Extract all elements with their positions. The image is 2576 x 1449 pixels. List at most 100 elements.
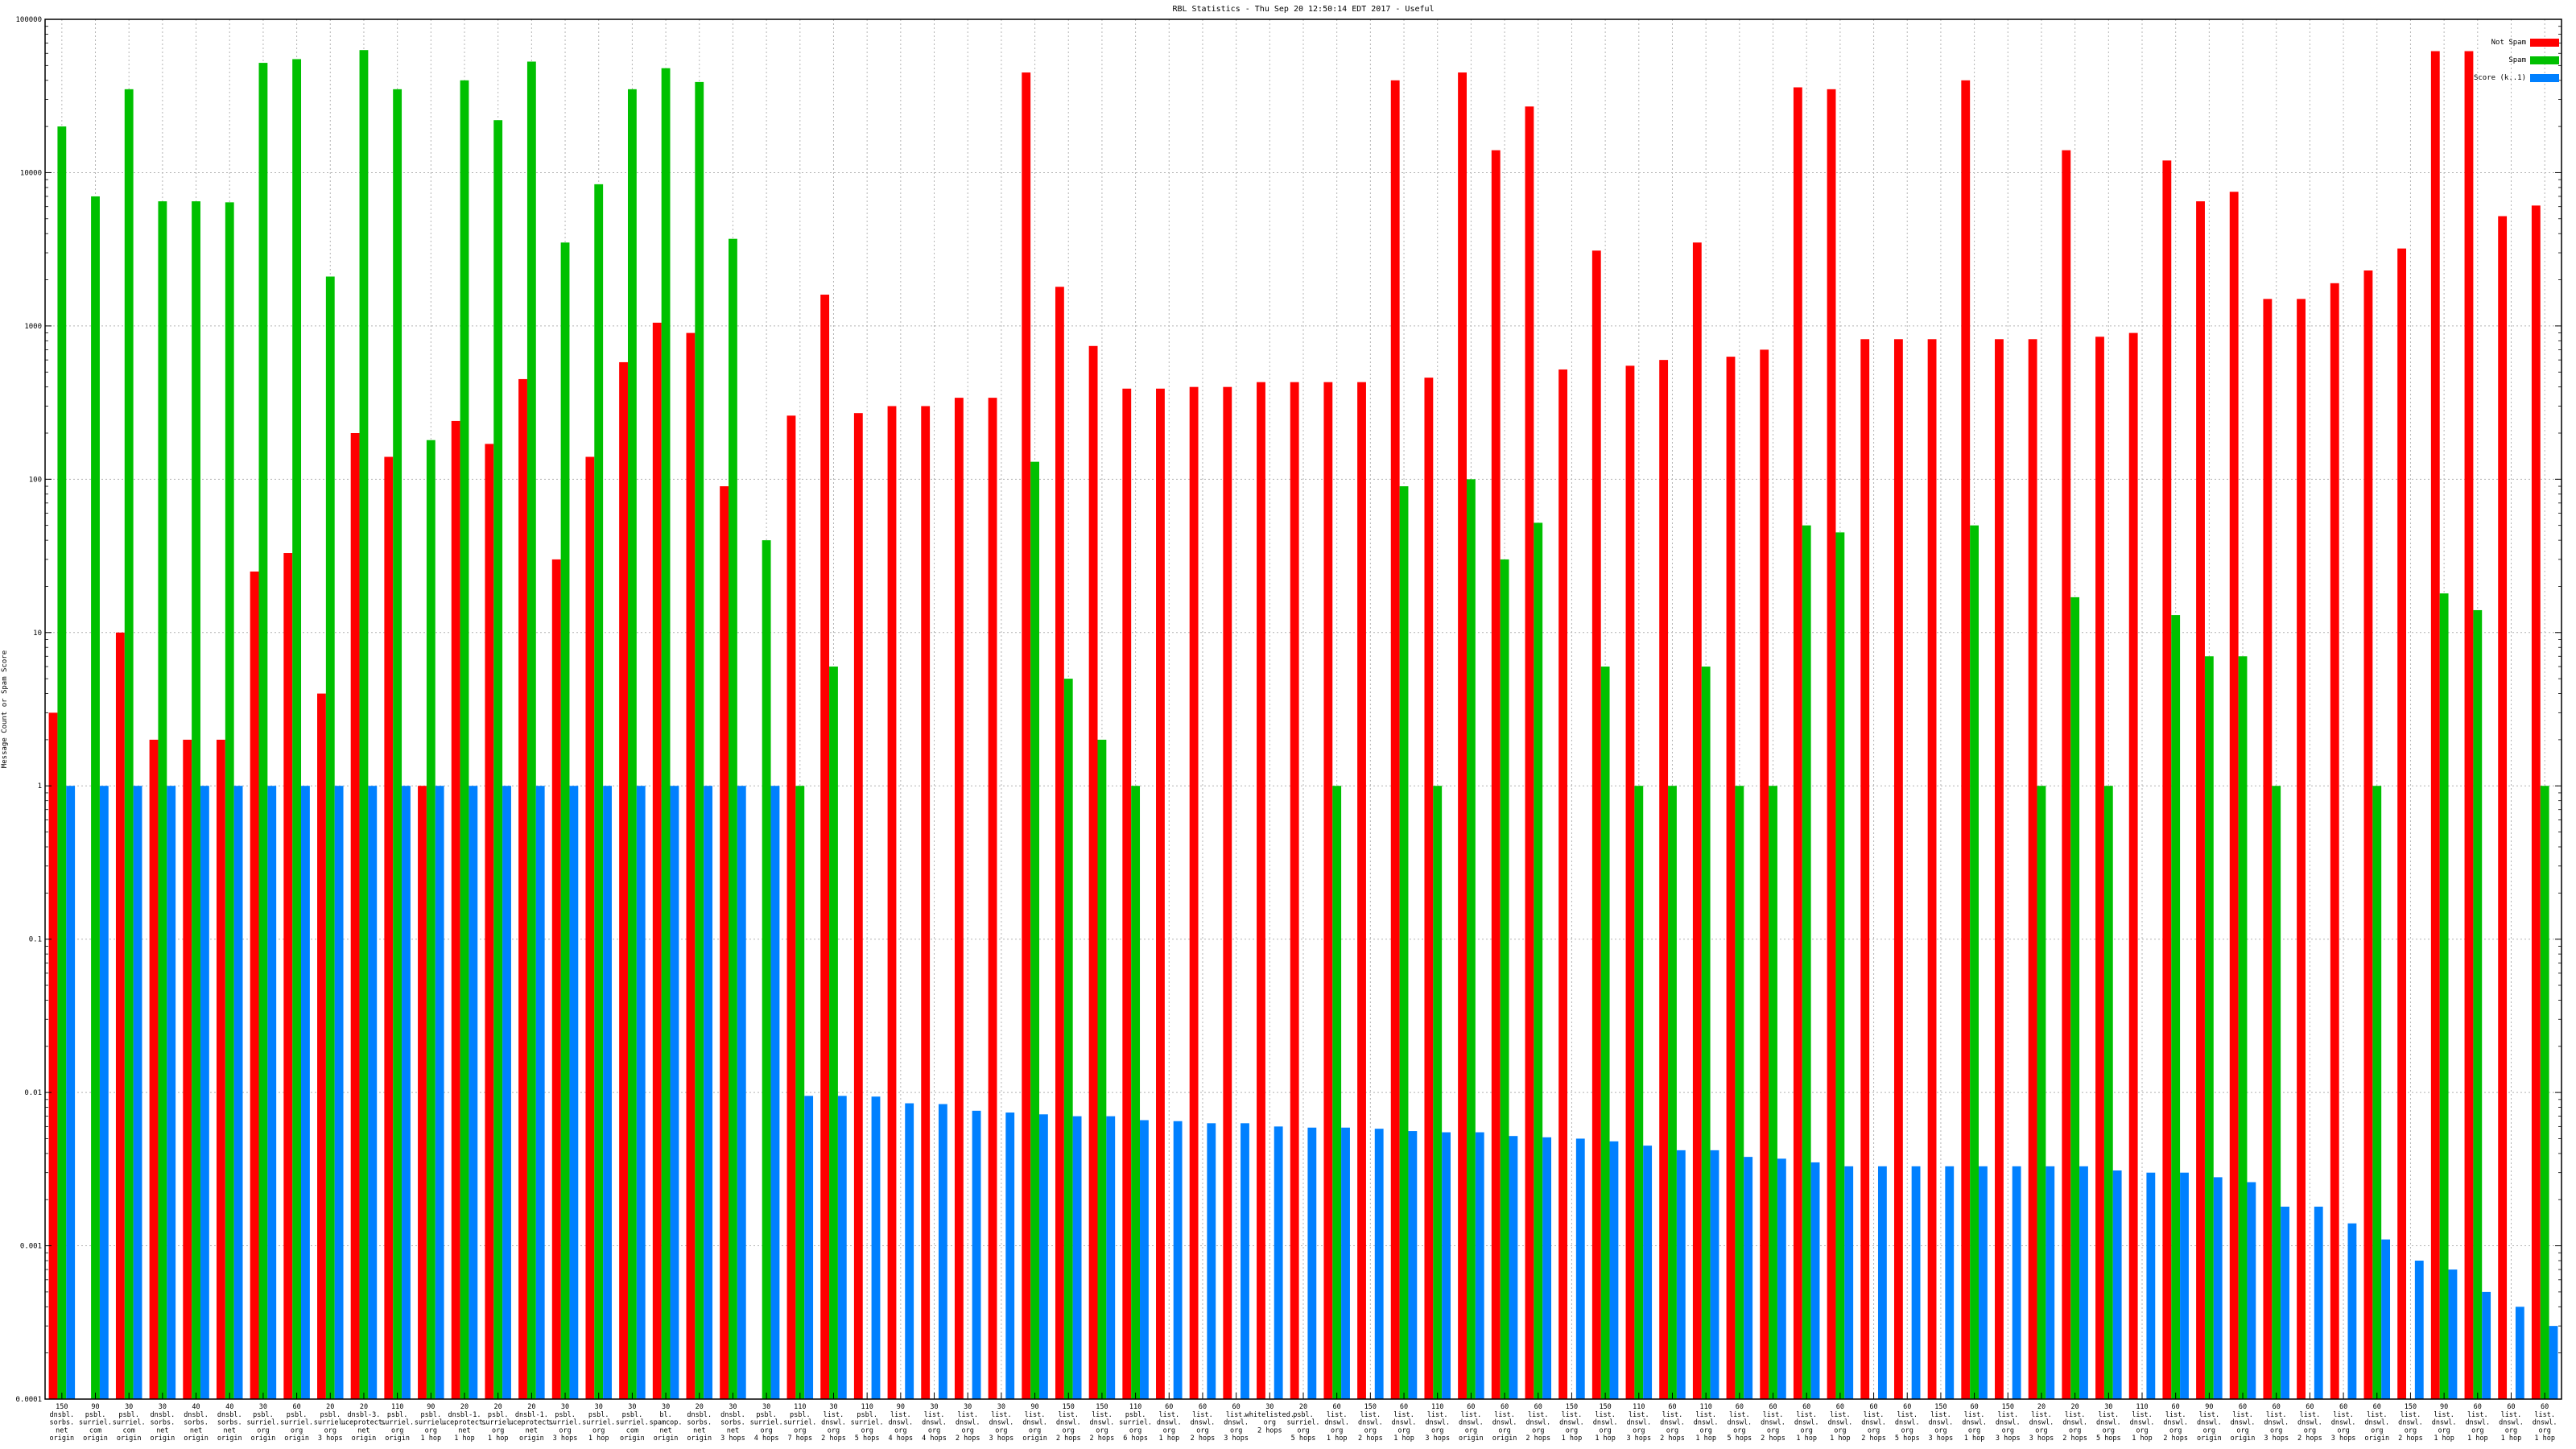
spam-bar bbox=[1769, 786, 1777, 1399]
not-spam-bar bbox=[485, 444, 494, 1400]
score-bar bbox=[2112, 1170, 2122, 1399]
spam-bar bbox=[2204, 656, 2214, 1399]
x-tick-label: 30 psbl. surriel. com origin bbox=[113, 1403, 146, 1443]
not-spam-bar bbox=[1625, 365, 1635, 1400]
not-spam-bar bbox=[720, 486, 729, 1399]
x-tick-label: 90 psbl. surriel. com origin bbox=[79, 1403, 112, 1443]
y-tick-label: 10 bbox=[33, 630, 42, 638]
x-tick-label: 20 list. dnswl. org 3 hops bbox=[2029, 1403, 2054, 1443]
spam-bar bbox=[795, 786, 805, 1399]
not-spam-bar bbox=[1827, 89, 1836, 1399]
score-bar bbox=[1744, 1157, 1753, 1399]
x-tick-label: 60 list. dnswl. org 1 hop bbox=[1324, 1403, 1349, 1443]
x-tick-label: 150 list. dnswl. org 1 hop bbox=[1559, 1403, 1584, 1443]
score-bar bbox=[133, 786, 142, 1399]
spam-bar bbox=[493, 120, 503, 1400]
not-spam-bar bbox=[2297, 299, 2306, 1400]
y-tick-label: 100 bbox=[29, 476, 42, 484]
score-bar bbox=[301, 786, 310, 1399]
x-tick-label: 90 list. dnswl. org origin bbox=[2197, 1403, 2222, 1443]
spam-bar bbox=[2272, 786, 2281, 1399]
not-spam-bar bbox=[1726, 357, 1736, 1399]
spam-bar bbox=[1466, 479, 1476, 1400]
not-spam-bar bbox=[652, 322, 662, 1399]
score-bar bbox=[1777, 1158, 1786, 1399]
x-tick-label: 60 list. dnswl. org 3 hops bbox=[1224, 1403, 1249, 1443]
x-tick-label: 60 list. dnswl. org 2 hops bbox=[1660, 1403, 1685, 1443]
x-tick-label: 110 psbl. surriel. org 6 hops bbox=[1119, 1403, 1152, 1443]
score-bar bbox=[1038, 1114, 1048, 1399]
not-spam-bar bbox=[2330, 283, 2339, 1400]
spam-bar bbox=[325, 276, 335, 1399]
score-bar bbox=[636, 786, 646, 1399]
score-bar bbox=[2213, 1177, 2223, 1399]
not-spam-bar bbox=[518, 378, 527, 1400]
score-bar bbox=[871, 1096, 881, 1399]
y-tick-label: 1 bbox=[38, 782, 42, 791]
score-bar bbox=[2180, 1172, 2189, 1399]
x-tick-label: 40 dnsbl. sorbs. net origin bbox=[184, 1403, 208, 1443]
not-spam-bar bbox=[384, 456, 394, 1399]
x-tick-label: 60 list. dnswl. org 5 hops bbox=[1895, 1403, 1920, 1443]
spam-bar bbox=[695, 81, 704, 1399]
spam-bar bbox=[124, 89, 134, 1399]
score-bar bbox=[1911, 1166, 1921, 1399]
not-spam-bar bbox=[853, 413, 863, 1399]
score-bar bbox=[938, 1104, 947, 1399]
not-spam-bar bbox=[1893, 339, 1903, 1400]
x-tick-label: 150 list. dnswl. org 2 hops bbox=[1358, 1403, 1383, 1443]
spam-bar bbox=[729, 238, 737, 1400]
not-spam-bar bbox=[954, 398, 964, 1400]
y-tick-label: 100000 bbox=[15, 16, 42, 24]
score-bar bbox=[2347, 1223, 2357, 1399]
not-spam-bar bbox=[2128, 332, 2138, 1399]
score-bar bbox=[2414, 1261, 2424, 1399]
x-tick-label: 110 list. dnswl. org 3 hops bbox=[1626, 1403, 1651, 1443]
x-tick-label: 60 list. dnswl. org 1 hop bbox=[1828, 1403, 1853, 1443]
not-spam-bar bbox=[1357, 382, 1366, 1400]
score-bar bbox=[402, 786, 411, 1399]
spam-bar bbox=[1735, 786, 1744, 1399]
score-bar bbox=[66, 786, 76, 1399]
y-tick-label: 0.1 bbox=[29, 936, 42, 944]
score-bar bbox=[837, 1096, 847, 1399]
spam-bar bbox=[1835, 532, 1845, 1399]
score-bar bbox=[1207, 1123, 1216, 1399]
score-bar bbox=[569, 786, 579, 1399]
spam-bar bbox=[1433, 786, 1443, 1399]
x-tick-label: 60 list. dnswl. org 2 hops bbox=[2163, 1403, 2188, 1443]
score-bar bbox=[1945, 1166, 1955, 1399]
x-tick-label: 60 list. dnswl. org 2 hops bbox=[1761, 1403, 1785, 1443]
spam-bar bbox=[1063, 679, 1073, 1399]
x-tick-label: 110 list. dnswl. org 1 hop bbox=[1694, 1403, 1719, 1443]
not-spam-bar bbox=[1525, 106, 1534, 1400]
x-tick-label: 20 psbl. surriel. org 1 hop bbox=[481, 1403, 514, 1443]
not-spam-bar bbox=[1860, 339, 1870, 1400]
not-spam-bar bbox=[1692, 242, 1702, 1399]
x-tick-label: 60 list. dnswl. org 1 hop bbox=[2499, 1403, 2524, 1443]
spam-bar bbox=[91, 196, 100, 1399]
score-bar bbox=[167, 786, 176, 1399]
score-bar bbox=[1005, 1113, 1015, 1399]
x-tick-label: 30 dnsbl. sorbs. net 3 hops bbox=[720, 1403, 745, 1443]
not-spam-bar bbox=[1088, 345, 1098, 1399]
score-bar bbox=[2314, 1206, 2323, 1399]
score-bar bbox=[535, 786, 545, 1399]
x-tick-label: 150 list. dnswl. org 3 hops bbox=[1929, 1403, 1954, 1443]
x-tick-label: 30 psbl. surriel. org 1 hop bbox=[582, 1403, 615, 1443]
score-bar bbox=[770, 786, 780, 1399]
not-spam-bar bbox=[418, 786, 427, 1399]
not-spam-bar bbox=[2464, 51, 2474, 1400]
spam-bar bbox=[2473, 609, 2483, 1399]
x-tick-label: 60 list. dnswl. org origin bbox=[1492, 1403, 1517, 1443]
spam-bar bbox=[292, 59, 302, 1399]
x-tick-label: 30 list. dnswl. org 4 hops bbox=[922, 1403, 947, 1443]
x-tick-label: 60 list. dnswl. org 2 hops bbox=[1861, 1403, 1886, 1443]
not-spam-bar bbox=[115, 632, 125, 1399]
not-spam-bar bbox=[1189, 386, 1199, 1400]
score-bar bbox=[1810, 1162, 1820, 1399]
score-bar bbox=[1307, 1127, 1317, 1399]
x-tick-label: 90 list. dnswl. org 1 hop bbox=[2432, 1403, 2457, 1443]
spam-bar bbox=[225, 202, 234, 1399]
